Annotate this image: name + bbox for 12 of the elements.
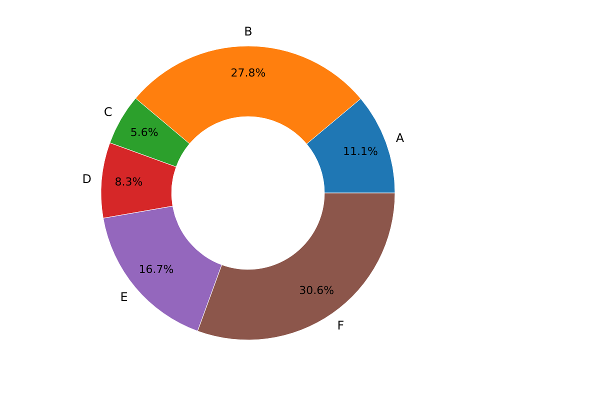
slice-label: C — [104, 105, 112, 120]
data-label: 16.7% — [138, 262, 174, 276]
slice-label: E — [120, 290, 128, 304]
data-label: 30.6% — [299, 284, 334, 298]
data-label: 8.3% — [114, 175, 143, 188]
slice-label: B — [244, 24, 252, 38]
slice-label: D — [82, 172, 92, 186]
slice-label: A — [396, 130, 405, 145]
slice-label: F — [337, 318, 344, 332]
data-label: 27.8% — [230, 66, 266, 80]
data-label: 11.1% — [343, 145, 378, 158]
data-label: 5.6% — [130, 126, 158, 140]
